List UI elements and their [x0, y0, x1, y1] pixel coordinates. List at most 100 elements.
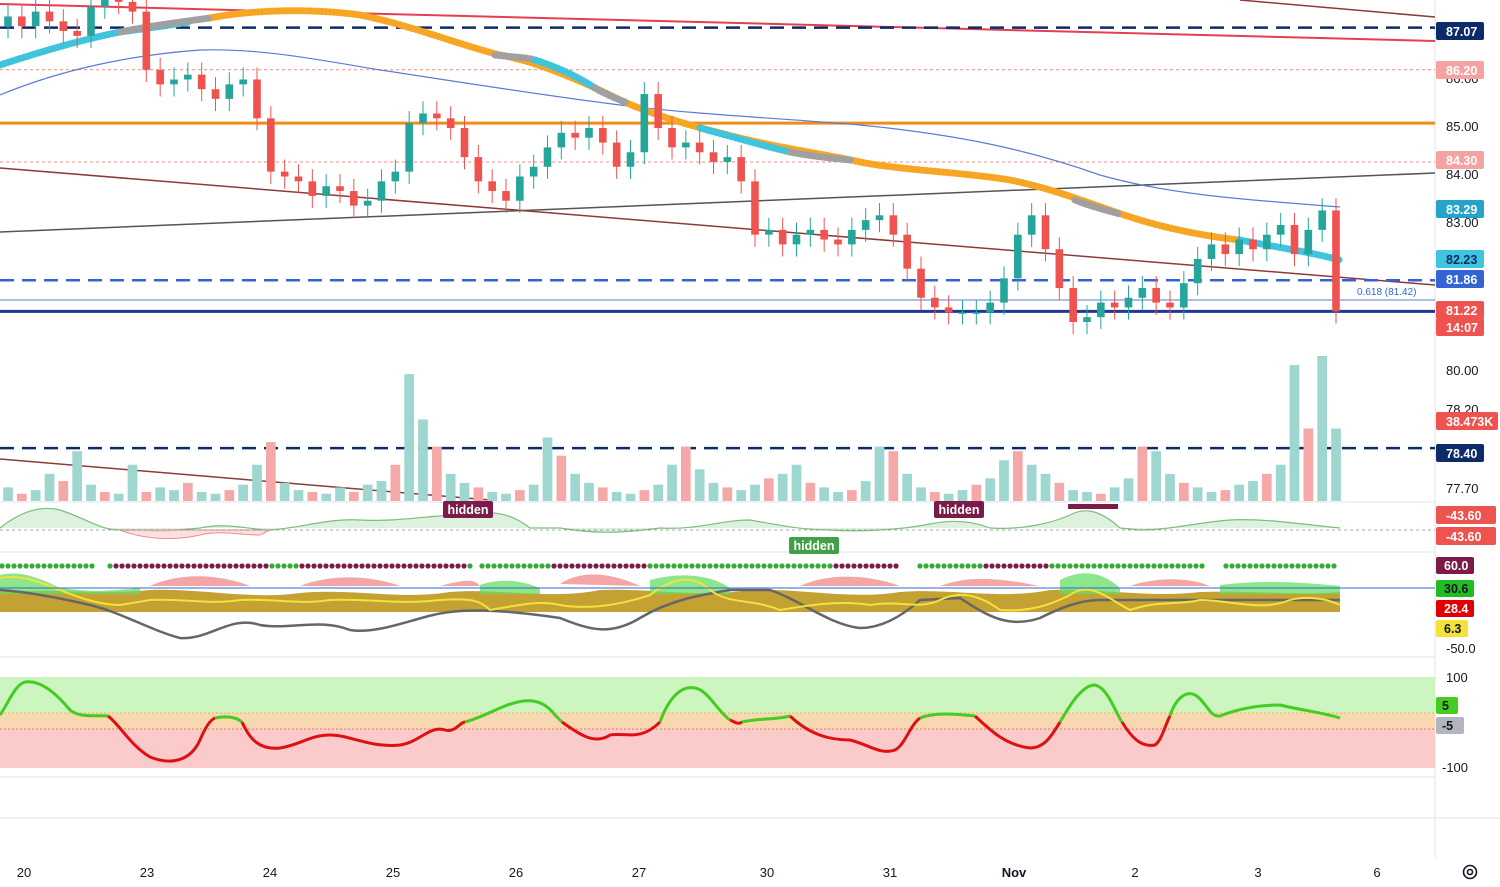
volume-bar [169, 490, 179, 501]
candle-body [1193, 258, 1202, 284]
volume-bar [487, 491, 498, 501]
signal-dot [347, 563, 353, 569]
candle-body [45, 11, 54, 22]
signal-dot [1325, 563, 1331, 569]
signal-dot [995, 563, 1001, 569]
signal-dot [329, 563, 335, 569]
volume-bar [1082, 491, 1092, 501]
price-tag [1436, 412, 1498, 430]
signal-dot [65, 563, 71, 569]
osc3-mid-zone-up [0, 713, 1435, 729]
candle-body [668, 128, 676, 148]
osc3-tag-minus5: -5 [1442, 719, 1453, 733]
osc2-tag-28-4: 28.4 [1444, 602, 1468, 616]
signal-dot [1163, 563, 1169, 569]
chart-settings-button[interactable] [1460, 862, 1480, 882]
trendline-black[interactable] [0, 172, 1436, 233]
signal-dot [707, 563, 713, 569]
volume-bar [542, 437, 553, 501]
signal-dot [1331, 563, 1337, 569]
price-tag [1436, 151, 1484, 169]
osc3-line-red7 [1120, 715, 1172, 747]
signal-dot [731, 563, 737, 569]
y-tick-label: 80.00 [1446, 363, 1479, 378]
volume-bar [570, 473, 581, 501]
signal-dot [557, 563, 563, 569]
signal-dot [569, 563, 575, 569]
candle-body [626, 152, 635, 167]
volume-bar [833, 491, 843, 501]
trendline-red[interactable] [0, 3, 1436, 42]
volume-bar [971, 484, 982, 501]
trendline-brown[interactable] [0, 167, 1436, 286]
signal-dot [1133, 563, 1139, 569]
price-tag [1436, 61, 1484, 79]
signal-dot [1301, 563, 1307, 569]
signal-dot [371, 563, 377, 569]
volume-bar [680, 446, 691, 501]
volume-bar [763, 478, 774, 501]
volume-bar [1206, 491, 1217, 501]
candle-body [197, 74, 206, 90]
candle-body [1097, 302, 1105, 318]
volume-bar [390, 464, 401, 501]
signal-dot [677, 563, 683, 569]
osc-band-fill [0, 589, 1340, 612]
signal-dot [1043, 563, 1049, 569]
signal-dot [41, 563, 47, 569]
volume-bar [404, 374, 415, 501]
volume-bar [210, 493, 221, 501]
signal-dot [1295, 563, 1301, 569]
candle-body [889, 215, 898, 235]
x-axis[interactable]: 20 23 24 25 26 27 30 31 Nov 2 3 6 [17, 865, 1381, 880]
signal-dot [767, 563, 773, 569]
volume-bar [528, 484, 539, 501]
signal-dot [323, 563, 329, 569]
signal-dot [137, 563, 143, 569]
volume-bar [155, 487, 166, 501]
candle-body [377, 181, 386, 201]
signal-dot [1037, 563, 1043, 569]
price-tag [1436, 301, 1484, 319]
signal-dot [791, 563, 797, 569]
signal-dot [509, 563, 515, 569]
candle-body [114, 0, 123, 2]
signal-dot [425, 563, 431, 569]
candle-body [405, 123, 413, 172]
candle-body [944, 307, 953, 313]
ma-grey-mid3 [786, 148, 854, 164]
candle-body [848, 229, 856, 245]
signal-dot [29, 563, 35, 569]
trend-lines[interactable] [0, 0, 1436, 501]
signal-dot [983, 563, 989, 569]
price-tag-text: 82.23 [1446, 253, 1477, 267]
signal-dot [377, 563, 383, 569]
hidden-label-2-text: hidden [939, 503, 980, 517]
candle-body [1138, 288, 1147, 298]
signal-dot [1181, 563, 1187, 569]
osc-dot-row [0, 563, 1337, 569]
signal-dot [1007, 563, 1013, 569]
osc3-line-green8 [1168, 692, 1341, 720]
signal-dot [797, 563, 803, 569]
signal-dot [1277, 563, 1283, 569]
signal-dot [281, 563, 287, 569]
volume-bar [196, 491, 207, 501]
candle-body [765, 229, 773, 235]
volume-bar [473, 487, 484, 501]
signal-dot [23, 563, 29, 569]
volume-bar [1317, 356, 1328, 501]
volume-bar [99, 491, 110, 501]
candle-body [391, 171, 400, 182]
signal-dot [419, 563, 425, 569]
signal-dot [173, 563, 179, 569]
signal-dot [617, 563, 623, 569]
candle-body [640, 94, 649, 153]
signal-dot [263, 563, 269, 569]
signal-dot [119, 563, 125, 569]
signal-dot [1019, 563, 1025, 569]
signal-dot [605, 563, 611, 569]
trendline-maroon-top[interactable] [1239, 0, 1436, 18]
signal-dot [131, 563, 137, 569]
